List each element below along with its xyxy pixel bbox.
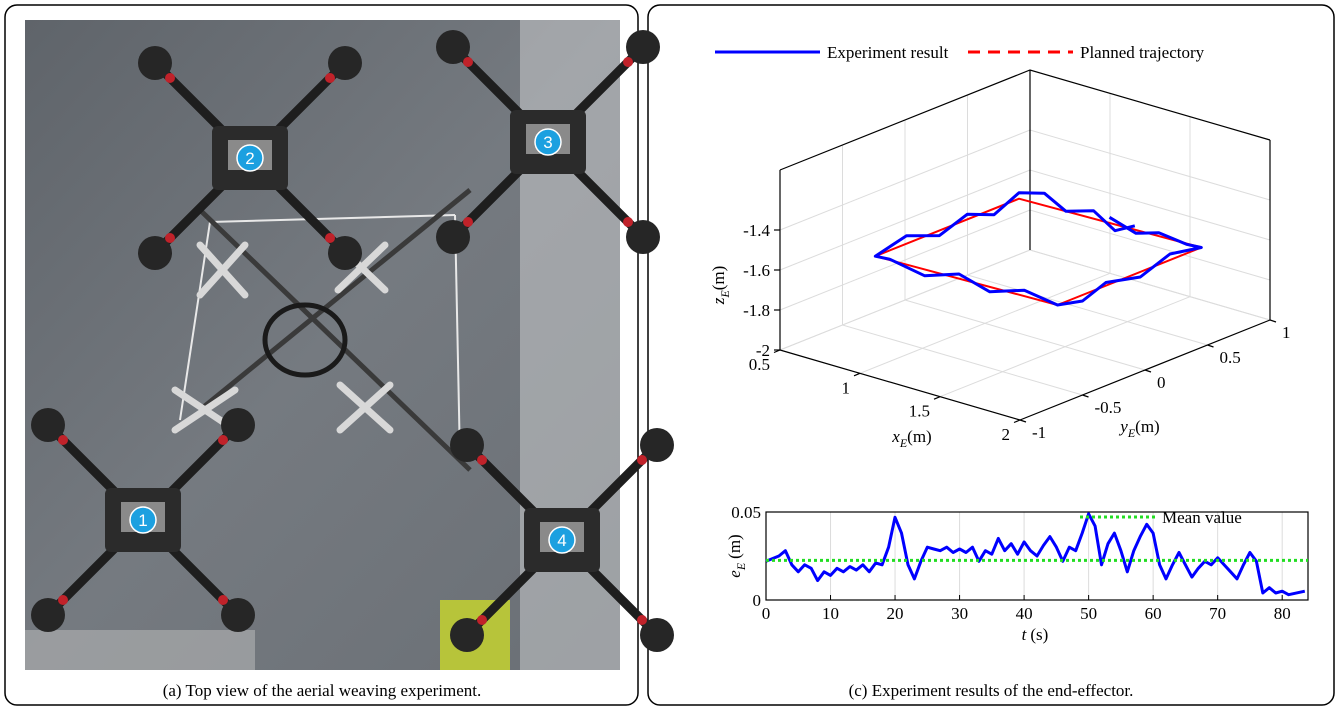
photo	[25, 20, 674, 670]
drone-badges: 1 2 3 4	[129, 128, 576, 554]
tick-mark	[1207, 344, 1214, 348]
z-axis-label: zE(m)	[709, 266, 732, 306]
tick-mark	[1144, 369, 1152, 373]
legend-label: Planned trajectory	[1080, 43, 1205, 62]
y-tick-label: 0.05	[731, 503, 761, 522]
z-tick-label: -1.8	[743, 301, 770, 320]
tick-mark	[1013, 419, 1021, 424]
x-tick-label: 1.5	[909, 402, 930, 421]
x-axis-label: t (s)	[1022, 625, 1049, 644]
tick-mark	[1019, 419, 1027, 423]
tick-mark	[933, 396, 941, 400]
y-axis-label: yE(m)	[1118, 417, 1159, 440]
x-tick-label: 0.5	[749, 355, 770, 374]
caption: (c) Experiment results of the end-effect…	[849, 681, 1134, 700]
z-tick-label: -1.4	[743, 221, 770, 240]
x-tick-label: 50	[1080, 604, 1097, 623]
x-tick-label: 2	[1002, 425, 1011, 444]
x-tick-label: 30	[951, 604, 968, 623]
y-tick-label: -1	[1032, 423, 1046, 442]
x-tick-label: 0	[762, 604, 771, 623]
legend-label: Experiment result	[827, 43, 949, 62]
drone-label: 3	[543, 133, 552, 152]
y-tick-label: 1	[1282, 323, 1291, 342]
y-axis-label: eE(m)	[725, 534, 748, 577]
x-tick-label: 40	[1016, 604, 1033, 623]
x-tick-label: 80	[1274, 604, 1291, 623]
tick-mark	[1269, 319, 1277, 323]
drone-label: 1	[138, 511, 147, 530]
box-edge	[779, 69, 1271, 171]
x-axis-label: xE(m)	[891, 427, 931, 450]
x-tick-label: 1	[842, 378, 851, 397]
plot-frame	[765, 511, 1309, 601]
panel-c-frame	[647, 4, 1335, 706]
tick-mark	[853, 372, 861, 377]
y-tick-label: 0	[753, 591, 762, 610]
x-tick-label: 10	[822, 604, 839, 623]
mean-label: Mean value	[1162, 508, 1242, 527]
caption: (a) Top view of the aerial weaving exper…	[163, 681, 482, 700]
drone-label: 2	[245, 149, 254, 168]
y-tick-label: -0.5	[1095, 398, 1122, 417]
z-tick-label: -2	[756, 341, 770, 360]
drone-label: 4	[557, 531, 566, 550]
x-tick-label: 70	[1209, 604, 1226, 623]
axis-line	[779, 349, 1021, 421]
trajectory-line	[873, 191, 1203, 307]
x-tick-label: 20	[887, 604, 904, 623]
y-tick-label: 0	[1157, 373, 1166, 392]
y-tick-label: 0.5	[1220, 348, 1241, 367]
error-line	[765, 512, 1306, 597]
x-tick-label: 60	[1145, 604, 1162, 623]
z-tick-label: -1.6	[743, 261, 770, 280]
tick-mark	[1082, 394, 1089, 398]
